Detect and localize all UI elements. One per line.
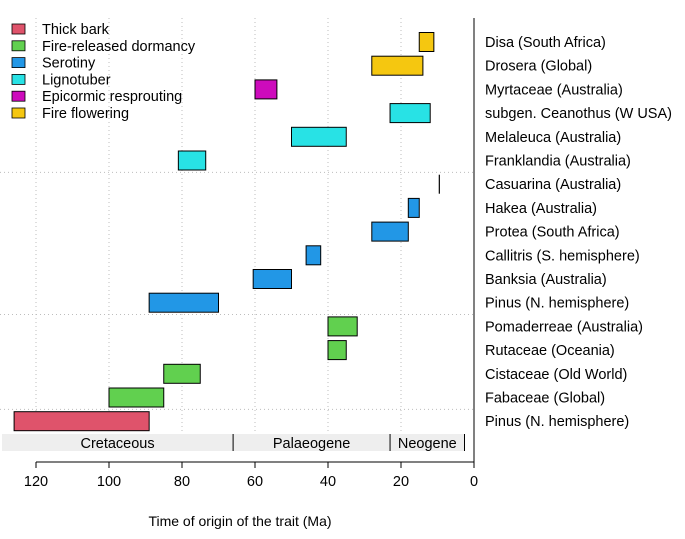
- legend-label: Fire flowering: [42, 106, 129, 122]
- taxon-label: Franklandia (Australia): [485, 154, 631, 170]
- bars: [13, 32, 440, 432]
- bar-7: [407, 197, 420, 218]
- x-tick-label: 80: [174, 474, 190, 490]
- bar-13: [327, 340, 347, 361]
- x-axis: 120 100 80 60 40 20 0: [24, 18, 478, 490]
- bar-2: [254, 79, 278, 100]
- taxon-label: Pomaderreae (Australia): [485, 319, 643, 335]
- bar-14: [163, 363, 201, 384]
- taxon-label: Drosera (Global): [485, 59, 592, 75]
- legend-swatch: [11, 90, 26, 102]
- taxon-label: Disa (South Africa): [485, 35, 606, 51]
- taxon-label: Rutaceae (Oceania): [485, 343, 615, 359]
- legend-swatch: [11, 57, 26, 68]
- x-tick-label: 100: [97, 474, 121, 490]
- taxon-label: Fabaceae (Global): [485, 391, 605, 407]
- legend-swatch: [11, 40, 26, 52]
- bar-1: [371, 55, 424, 76]
- period-label: Neogene: [398, 436, 457, 452]
- taxon-label: Cistaceae (Old World): [485, 367, 627, 383]
- bar-10: [252, 269, 293, 289]
- bar-9: [305, 245, 322, 266]
- bar-5: [177, 150, 207, 171]
- taxon-label: Banksia (Australia): [485, 272, 607, 288]
- bar-0: [418, 32, 435, 52]
- bar-4: [291, 126, 347, 147]
- taxon-labels: Disa (South Africa) Drosera (Global) Myrta…: [473, 33, 672, 431]
- x-tick-label: 20: [393, 474, 409, 490]
- x-tick-label: 60: [247, 474, 263, 490]
- bar-12: [327, 316, 358, 337]
- legend-label: Serotiny: [42, 56, 96, 72]
- bar-15: [108, 387, 165, 408]
- x-axis-title: Time of origin of the trait (Ma): [148, 513, 331, 529]
- legend-swatch: [11, 107, 26, 119]
- period-band: Cretaceous Palaeogene Neogene: [2, 434, 466, 452]
- bar-11: [148, 292, 219, 313]
- taxon-label: Myrtaceae (Australia): [485, 82, 623, 98]
- taxon-label: Melaleuca (Australia): [485, 130, 621, 146]
- x-tick-label: 0: [470, 474, 478, 490]
- taxon-label: Pinus (N. hemisphere): [485, 414, 629, 430]
- period-label: Palaeogene: [273, 436, 350, 452]
- bar-8: [371, 221, 409, 242]
- bar-3: [389, 103, 431, 124]
- x-tick-label: 40: [320, 474, 336, 490]
- taxon-label: Pinus (N. hemisphere): [485, 296, 629, 312]
- x-tick-label: 120: [24, 474, 48, 490]
- legend-swatch: [11, 74, 26, 85]
- bar-16: [13, 411, 150, 432]
- legend-label: Fire-released dormancy: [42, 39, 196, 55]
- taxon-label: Callitris (S. hemisphere): [485, 248, 640, 264]
- legend-label: Lignotuber: [42, 72, 111, 88]
- period-label: Cretaceous: [80, 436, 154, 452]
- taxon-label: Casuarina (Australia): [485, 177, 621, 193]
- legend-swatch: [11, 23, 26, 35]
- taxon-label: subgen. Ceanothus (W USA): [485, 106, 672, 122]
- taxon-label: Protea (South Africa): [485, 225, 620, 241]
- taxon-label: Hakea (Australia): [485, 201, 597, 217]
- legend-label: Epicormic resprouting: [42, 89, 182, 105]
- legend-label: Thick bark: [42, 22, 110, 38]
